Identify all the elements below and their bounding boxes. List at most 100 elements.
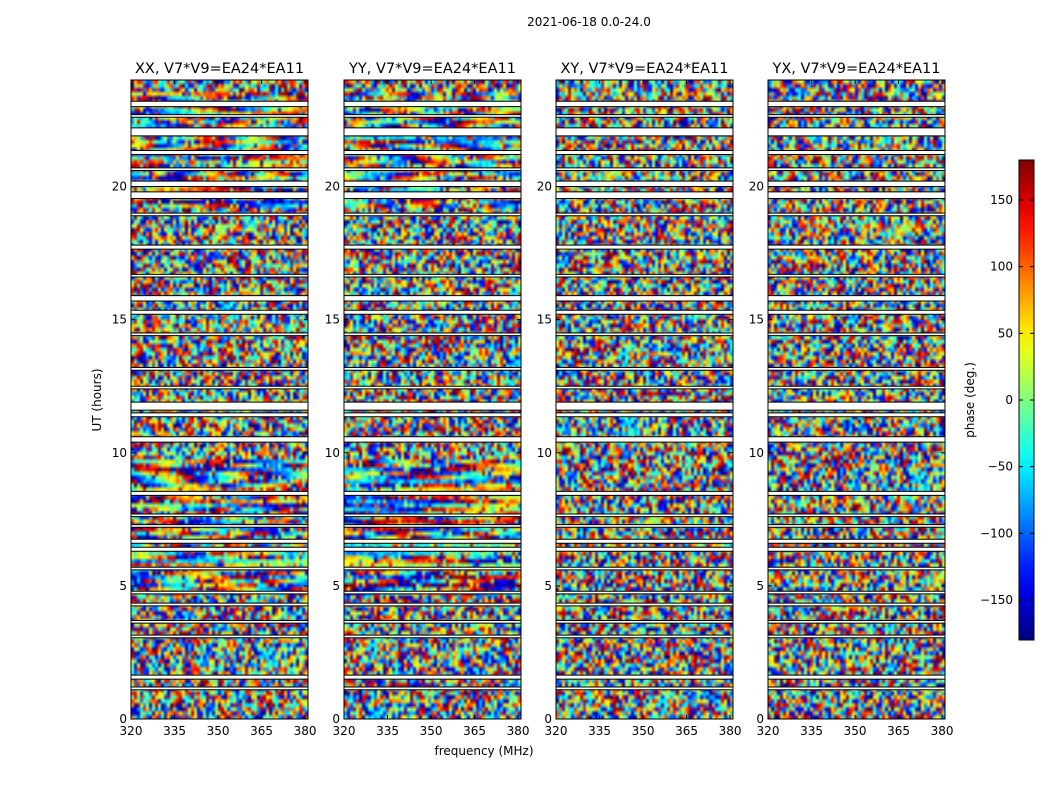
x-tick-label: 320	[757, 724, 780, 738]
flagged-band	[556, 386, 733, 389]
flagged-band	[556, 539, 733, 544]
colorbar-tick-label: −100	[980, 526, 1013, 540]
x-tick-label: 335	[800, 724, 823, 738]
flagged-band	[556, 687, 733, 690]
panel-frame	[130, 79, 309, 720]
x-tick-label: 335	[376, 724, 399, 738]
flagged-band	[344, 367, 521, 371]
flagged-band	[768, 101, 945, 107]
flagged-band	[768, 675, 945, 680]
panel-3: YX, V7*V9=EA24*EA11 320 335 350 365 380 0 5 10 15…	[749, 61, 954, 738]
flagged-band	[768, 114, 945, 118]
flagged-band	[556, 635, 733, 638]
flagged-band	[344, 332, 521, 336]
colorbar-tick-label: 100	[990, 260, 1013, 274]
flagged-band	[556, 245, 733, 250]
y-tick-label: 0	[756, 712, 764, 726]
y-tick-label: 10	[749, 446, 764, 460]
flagged-band	[556, 412, 733, 417]
flagged-band	[131, 114, 308, 118]
colorbar-label: phase (deg.)	[963, 362, 977, 438]
y-tick-label: 15	[537, 313, 552, 327]
panel-frame	[767, 79, 946, 720]
flagged-band	[344, 412, 521, 417]
flagged-band	[556, 524, 733, 528]
x-axis-label: frequency (MHz)	[434, 744, 533, 758]
flagged-band	[768, 127, 945, 136]
flagged-band	[131, 310, 308, 315]
flagged-band	[768, 167, 945, 171]
flagged-band	[344, 181, 521, 187]
panel-title: YY, V7*V9=EA24*EA11	[348, 61, 516, 77]
panels-group: XX, V7*V9=EA24*EA11 320 335 350 365 380 0 5 10 15…	[112, 61, 954, 738]
y-tick-label: 20	[749, 180, 764, 194]
flagged-band	[344, 687, 521, 690]
x-tick-label: 350	[632, 724, 655, 738]
flagged-band	[344, 539, 521, 544]
flagged-band	[556, 591, 733, 594]
flagged-band	[344, 591, 521, 594]
flagged-band	[131, 635, 308, 638]
flagged-band	[131, 513, 308, 517]
flagged-band	[768, 367, 945, 371]
flagged-band	[131, 150, 308, 155]
flagged-band	[344, 274, 521, 278]
x-tick-label: 320	[120, 724, 143, 738]
flagged-band	[556, 491, 733, 496]
flagged-band	[768, 386, 945, 389]
y-tick-label: 5	[119, 579, 127, 593]
panel-1: YY, V7*V9=EA24*EA11 320 335 350 365 380 0 5 10 15…	[325, 61, 530, 738]
flagged-band	[768, 213, 945, 216]
panel-frame	[555, 79, 734, 720]
flagged-band	[556, 567, 733, 570]
flagged-band	[556, 402, 733, 411]
y-tick-label: 15	[112, 313, 127, 327]
y-tick-label: 0	[119, 712, 127, 726]
flagged-band	[768, 310, 945, 315]
flagged-band	[131, 367, 308, 371]
panel-title: YX, V7*V9=EA24*EA11	[771, 61, 940, 77]
flagged-band	[768, 547, 945, 552]
x-tick-label: 365	[250, 724, 273, 738]
flagged-band	[768, 245, 945, 250]
flagged-band	[556, 620, 733, 624]
flagged-band	[131, 412, 308, 417]
y-tick-label: 0	[332, 712, 340, 726]
flagged-band	[131, 491, 308, 496]
flagged-band	[556, 547, 733, 552]
flagged-band	[556, 150, 733, 155]
figure-title: 2021-06-18 0.0-24.0	[527, 15, 651, 29]
flagged-band	[768, 402, 945, 411]
x-tick-label: 350	[207, 724, 230, 738]
flagged-band	[768, 513, 945, 517]
y-tick-label: 10	[112, 446, 127, 460]
flagged-band	[768, 567, 945, 570]
y-tick-label: 15	[325, 313, 340, 327]
flagged-band	[344, 567, 521, 570]
flagged-band	[556, 114, 733, 118]
colorbar-tick-label: −50	[988, 460, 1013, 474]
flagged-band	[131, 591, 308, 594]
flagged-band	[131, 181, 308, 187]
flagged-band	[556, 191, 733, 199]
flagged-band	[131, 675, 308, 680]
flagged-band	[556, 101, 733, 107]
x-tick-label: 380	[931, 724, 954, 738]
flagged-band	[344, 191, 521, 199]
flagged-band	[131, 332, 308, 336]
flagged-band	[768, 191, 945, 199]
x-tick-label: 350	[844, 724, 867, 738]
colorbar: 150 100 50 0 −50 −100 −150	[980, 159, 1035, 641]
flagged-band	[556, 274, 733, 278]
y-tick-label: 0	[544, 712, 552, 726]
flagged-band	[556, 167, 733, 171]
x-tick-label: 380	[507, 724, 530, 738]
flagged-band	[131, 402, 308, 411]
flagged-band	[556, 513, 733, 517]
flagged-band	[768, 591, 945, 594]
panel-0: XX, V7*V9=EA24*EA11 320 335 350 365 380 0 5 10 15…	[112, 61, 317, 738]
flagged-band	[344, 245, 521, 250]
x-tick-label: 335	[588, 724, 611, 738]
flagged-band	[556, 295, 733, 301]
flagged-band	[344, 127, 521, 136]
